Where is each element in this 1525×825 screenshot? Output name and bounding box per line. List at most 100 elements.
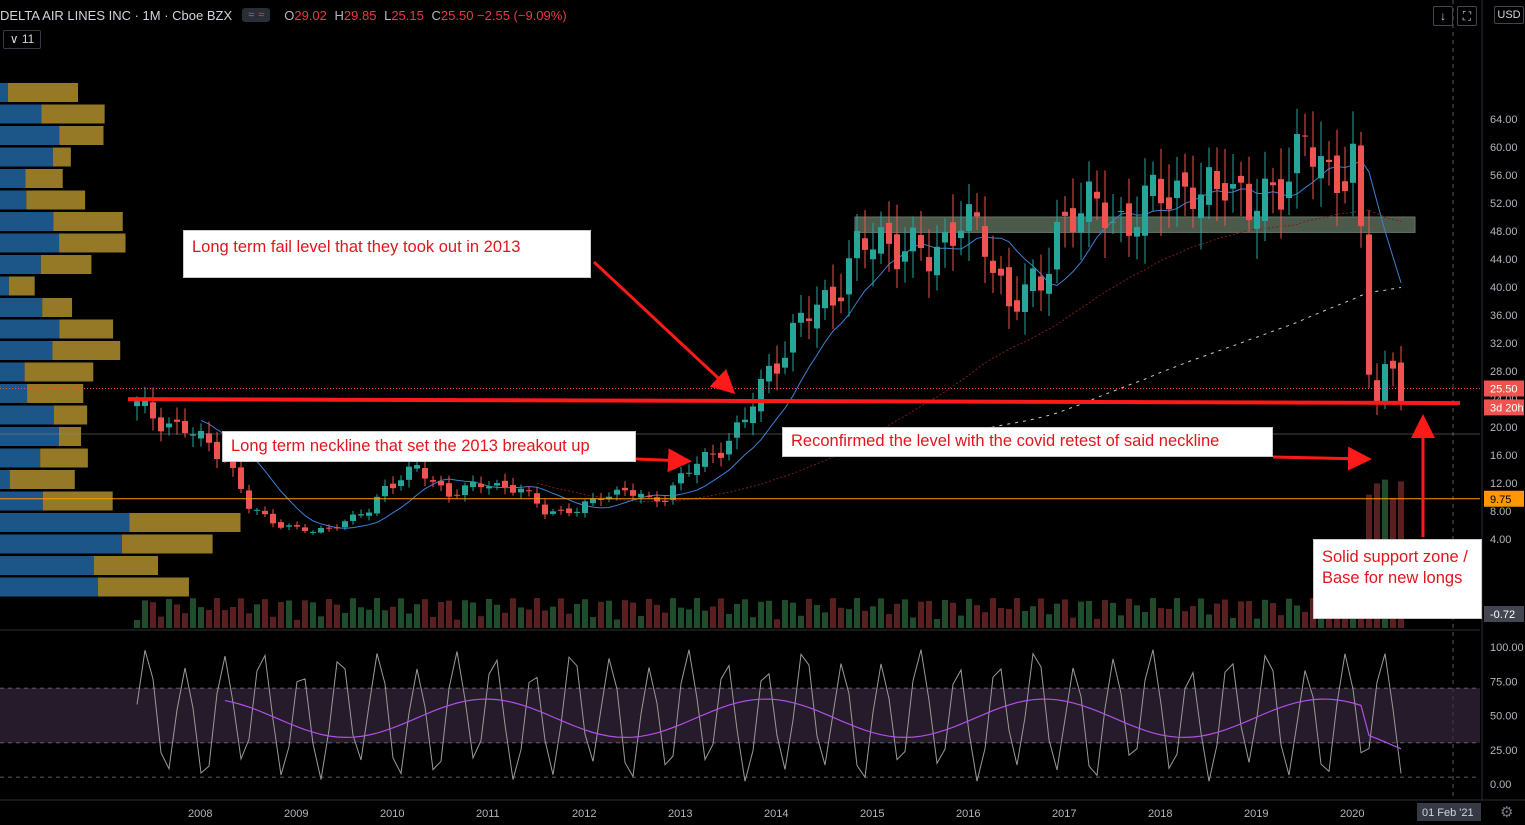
candle bbox=[1254, 210, 1260, 229]
volume-bar bbox=[1054, 603, 1060, 628]
settings-gear-icon[interactable]: ⚙ bbox=[1500, 804, 1514, 821]
candle bbox=[774, 363, 780, 374]
candle bbox=[1102, 202, 1108, 228]
candle bbox=[862, 238, 868, 250]
candle bbox=[558, 509, 564, 511]
price-tick-label: 12.00 bbox=[1490, 478, 1518, 490]
vpvr-bar bbox=[0, 255, 41, 274]
chart-legend: DELTA AIR LINES INC · 1M · Cboe BZX ≈ ≈ … bbox=[0, 5, 567, 25]
candle bbox=[382, 485, 388, 497]
candle bbox=[1182, 172, 1188, 187]
volume-bar bbox=[374, 598, 380, 628]
candle bbox=[630, 490, 636, 496]
volume-bar bbox=[878, 598, 884, 628]
volume-bar bbox=[1246, 601, 1252, 628]
volume-bar bbox=[822, 612, 828, 628]
volume-bar bbox=[238, 598, 244, 628]
volume-bar bbox=[1230, 617, 1236, 628]
symbol-title[interactable]: DELTA AIR LINES INC · 1M · Cboe BZX bbox=[0, 7, 233, 23]
rsi-pane: 100.00 75.00 50.00 25.00 0.00 bbox=[0, 642, 1524, 791]
candle bbox=[1142, 185, 1148, 236]
candle bbox=[326, 527, 332, 529]
year-tick-label: 2010 bbox=[380, 808, 404, 820]
candle bbox=[974, 212, 980, 217]
fullscreen-icon[interactable]: ⛶ bbox=[1457, 6, 1477, 26]
candle bbox=[1046, 273, 1052, 294]
volume-bar bbox=[846, 609, 852, 628]
volume-bar bbox=[182, 613, 188, 628]
candle bbox=[886, 222, 892, 244]
volume-bar bbox=[534, 598, 540, 628]
year-tick-label: 2019 bbox=[1244, 808, 1268, 820]
candle bbox=[782, 357, 788, 368]
volume-bar bbox=[1094, 618, 1100, 628]
annotation-neckline[interactable]: Long term neckline that set the 2013 bre… bbox=[222, 431, 636, 462]
year-tick-label: 2014 bbox=[764, 808, 788, 820]
candle bbox=[1134, 227, 1140, 237]
candle bbox=[214, 441, 220, 460]
candle bbox=[238, 467, 244, 489]
candle bbox=[622, 487, 628, 491]
candle bbox=[406, 466, 412, 480]
symbol-toggle[interactable]: ≈ ≈ bbox=[242, 8, 271, 22]
price-tick-label: 8.00 bbox=[1490, 506, 1511, 518]
volume-bar bbox=[734, 603, 740, 628]
candle bbox=[1270, 182, 1276, 186]
candle bbox=[1086, 181, 1092, 223]
current-price-tag: 25.50 bbox=[1490, 384, 1518, 396]
vpvr-bar bbox=[0, 362, 25, 382]
volume-bar bbox=[1262, 599, 1268, 628]
indicators-toggle[interactable]: ∨ 11 bbox=[3, 30, 41, 49]
volume-bar bbox=[406, 613, 412, 628]
candle bbox=[142, 399, 148, 406]
volume-bar bbox=[1014, 598, 1020, 628]
rsi-line bbox=[224, 698, 1402, 750]
currency-label[interactable]: USD bbox=[1494, 6, 1524, 24]
candle bbox=[270, 513, 276, 524]
candle bbox=[494, 483, 500, 486]
candle bbox=[1070, 208, 1076, 233]
volume-bar bbox=[926, 600, 932, 628]
vpvr-bar bbox=[0, 319, 60, 339]
volume-bar bbox=[638, 615, 644, 628]
volume-bar bbox=[606, 600, 612, 628]
date-tag-bg bbox=[1417, 803, 1481, 821]
volume-bar bbox=[1150, 598, 1156, 628]
volume-bar bbox=[1214, 603, 1220, 628]
candle bbox=[934, 246, 940, 276]
candle bbox=[350, 514, 356, 521]
annotation-covid-retest[interactable]: Reconfirmed the level with the covid ret… bbox=[782, 427, 1273, 457]
vpvr-bar bbox=[24, 362, 94, 382]
volume-bar bbox=[334, 604, 340, 628]
volume-bar bbox=[790, 602, 796, 628]
rsi-tick-label: 50.00 bbox=[1490, 711, 1518, 723]
candle bbox=[134, 401, 140, 407]
volume-bar bbox=[454, 619, 460, 628]
vpvr-bar bbox=[0, 104, 42, 124]
volume-bar bbox=[1126, 598, 1132, 628]
candle bbox=[966, 204, 972, 231]
price-tick-label: 36.00 bbox=[1490, 310, 1518, 322]
candle bbox=[646, 495, 652, 497]
volume-bar bbox=[302, 600, 308, 628]
vpvr-bar bbox=[97, 577, 189, 597]
candle bbox=[1286, 181, 1292, 199]
volume-bar bbox=[918, 601, 924, 628]
volume-bar bbox=[310, 602, 316, 628]
year-tick-label: 2011 bbox=[476, 808, 500, 820]
vpvr-bar bbox=[42, 298, 73, 317]
candle bbox=[1014, 300, 1020, 312]
year-tick-label: 2008 bbox=[188, 808, 212, 820]
candle bbox=[1398, 362, 1404, 402]
volume-bar bbox=[718, 598, 724, 628]
candle bbox=[542, 504, 548, 515]
year-tick-label: 2009 bbox=[284, 808, 308, 820]
download-icon[interactable]: ↓ bbox=[1433, 6, 1453, 26]
volume-bar bbox=[558, 598, 564, 628]
volume-bar bbox=[1078, 601, 1084, 628]
support-price-tag-bg bbox=[1484, 490, 1524, 507]
volume-bar bbox=[902, 599, 908, 628]
annotation-support-zone[interactable]: Solid support zone / Base for new longs bbox=[1313, 539, 1482, 619]
annotation-fail-level[interactable]: Long term fail level that they took out … bbox=[183, 230, 591, 278]
